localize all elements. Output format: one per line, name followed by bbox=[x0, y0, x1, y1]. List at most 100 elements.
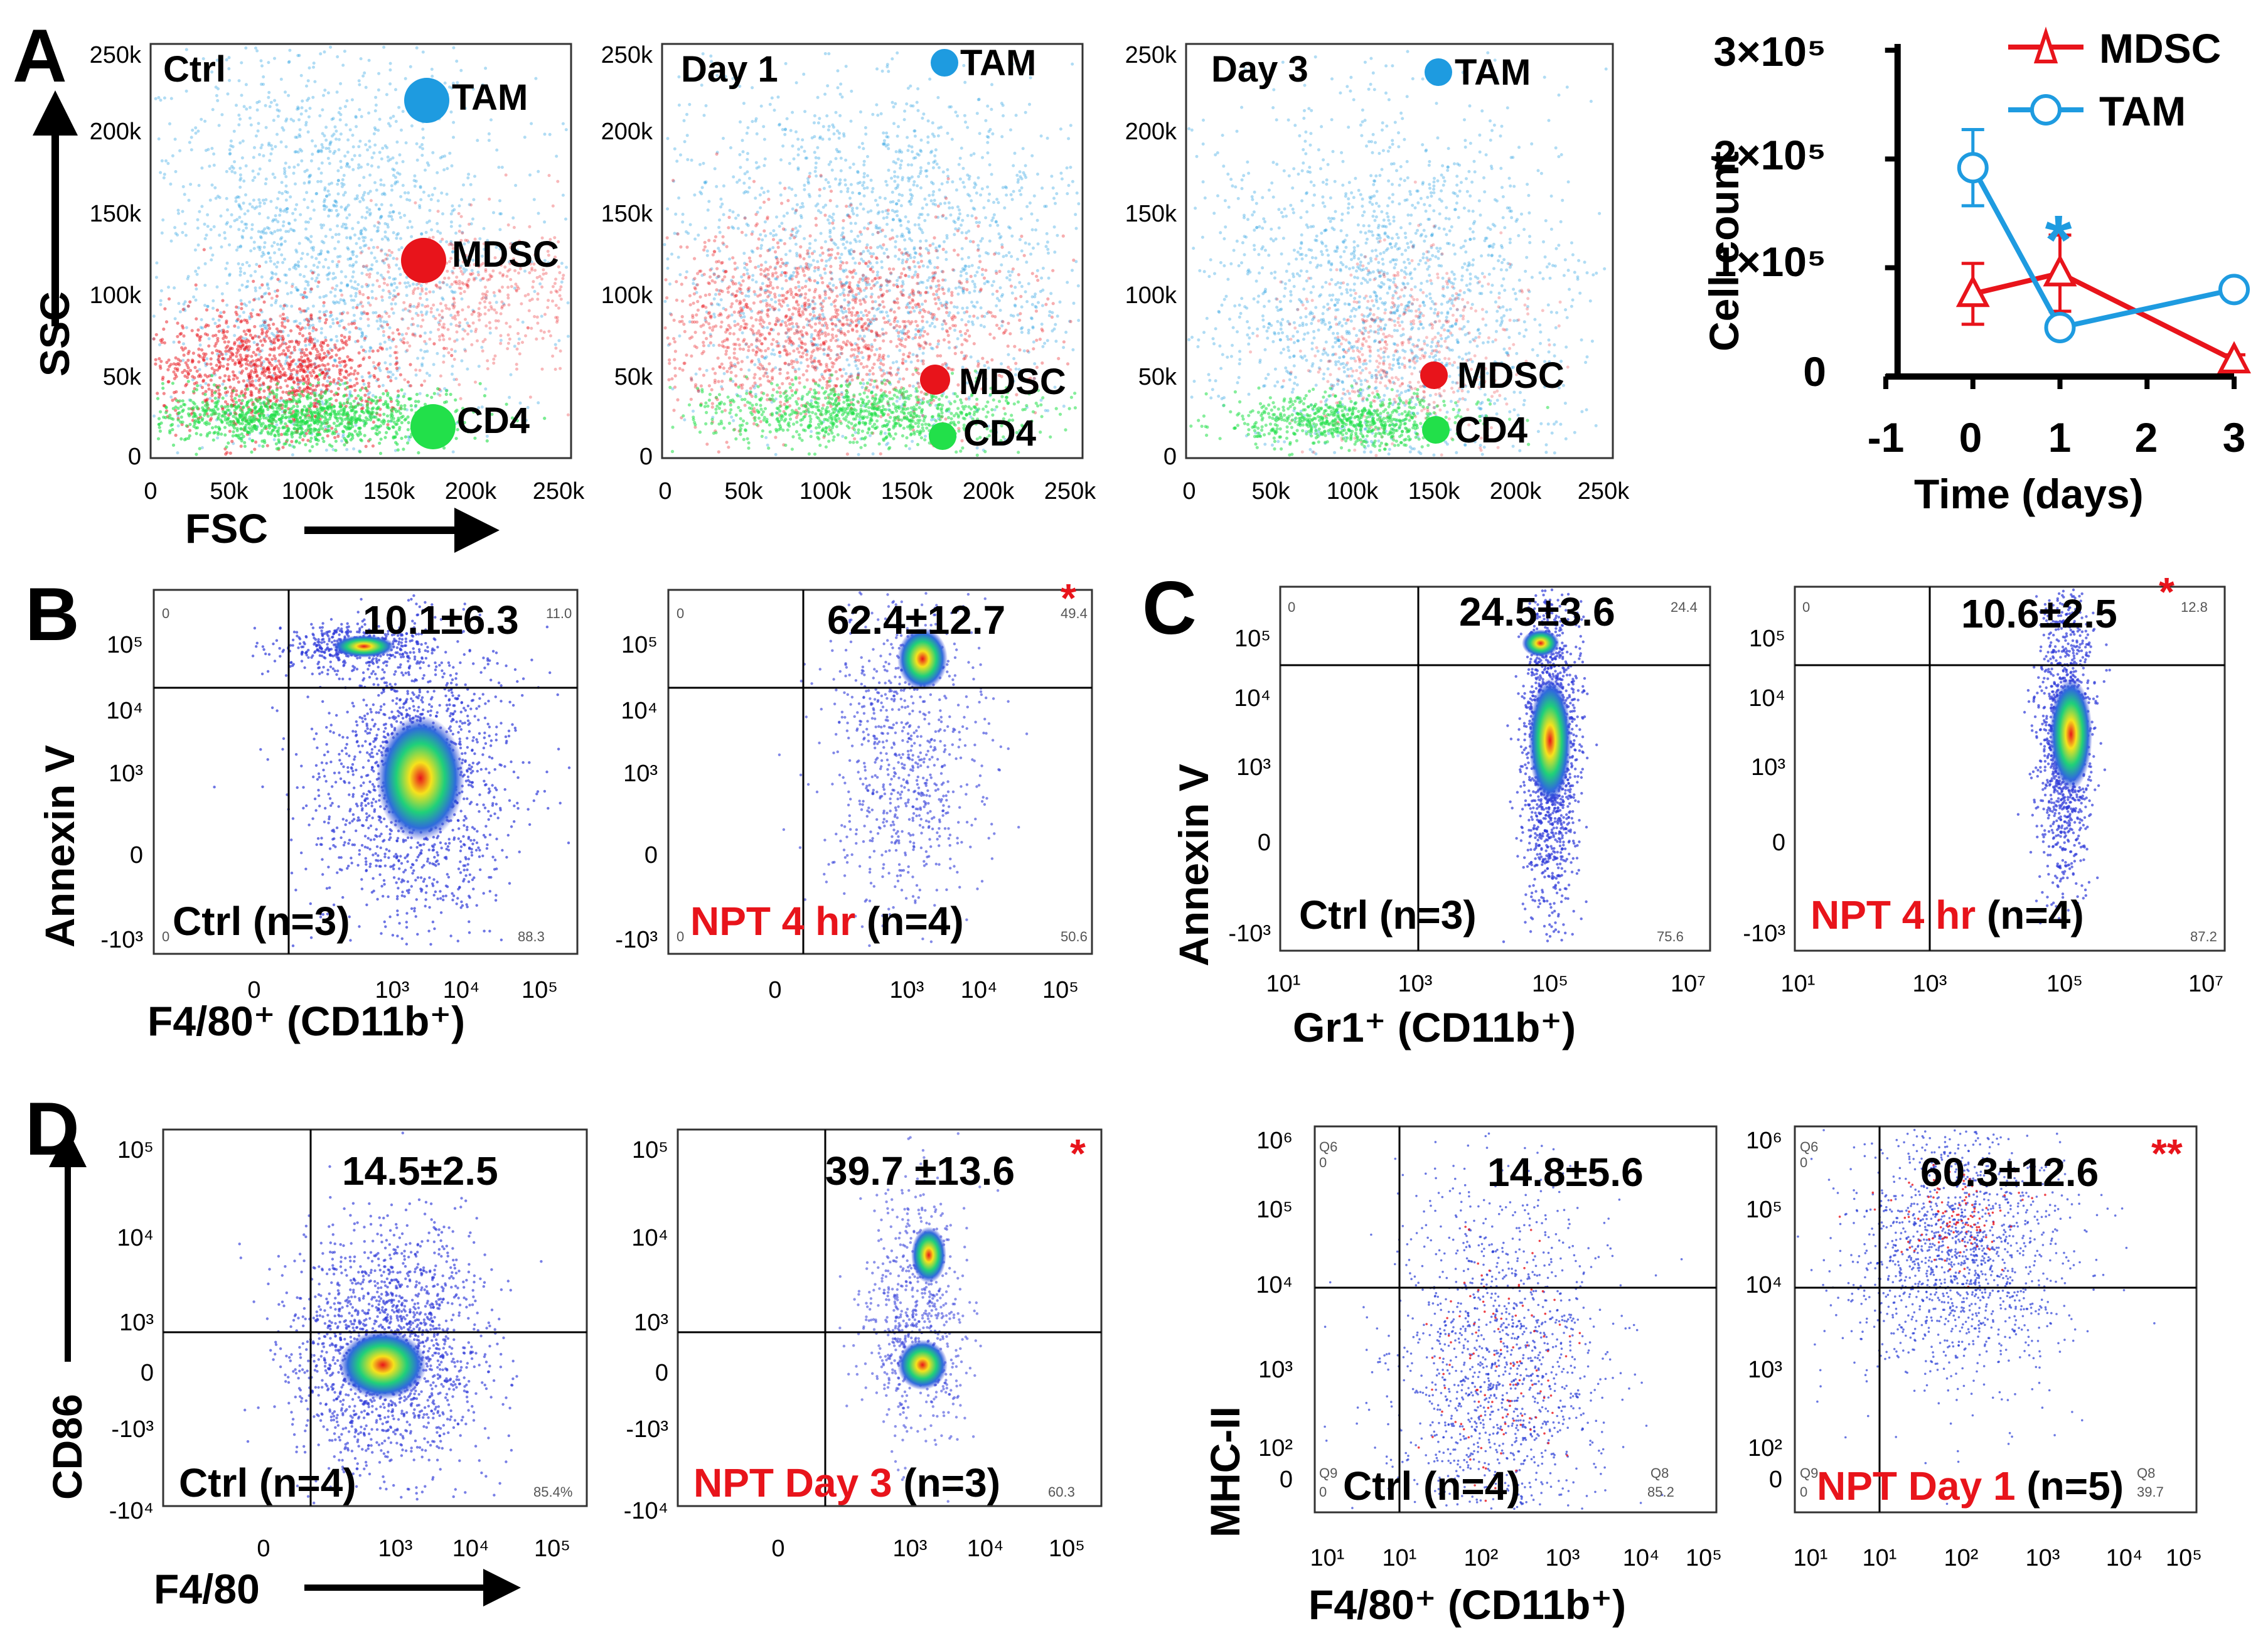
event-dot bbox=[488, 301, 491, 304]
event-dot bbox=[195, 299, 198, 302]
event-dot bbox=[299, 293, 302, 296]
event-dot bbox=[228, 167, 232, 170]
event-dot bbox=[500, 307, 503, 310]
event-dot bbox=[392, 231, 395, 234]
event-dot bbox=[158, 137, 161, 141]
event-dot bbox=[233, 160, 236, 163]
event-dot bbox=[291, 453, 294, 456]
event-dot bbox=[250, 237, 253, 240]
event-dot bbox=[283, 169, 286, 173]
event-dot bbox=[280, 254, 283, 257]
event-dot bbox=[409, 303, 412, 306]
event-dot bbox=[421, 127, 424, 131]
event-dot bbox=[340, 270, 343, 274]
event-dot bbox=[510, 285, 513, 288]
event-dot bbox=[460, 215, 463, 218]
event-dot bbox=[245, 304, 248, 307]
event-dot bbox=[481, 350, 484, 353]
event-dot bbox=[384, 230, 387, 233]
event-dot bbox=[365, 86, 368, 89]
event-dot bbox=[393, 277, 397, 281]
event-dot bbox=[340, 439, 343, 442]
event-dot bbox=[412, 292, 415, 295]
event-dot bbox=[336, 265, 339, 268]
event-dot bbox=[292, 166, 296, 169]
event-dot bbox=[380, 183, 383, 186]
event-dot bbox=[370, 199, 373, 202]
event-dot bbox=[336, 183, 339, 186]
event-dot bbox=[205, 149, 208, 152]
event-dot bbox=[402, 337, 405, 340]
event-dot bbox=[451, 316, 454, 319]
event-dot bbox=[460, 360, 463, 363]
event-dot bbox=[242, 139, 245, 142]
event-dot bbox=[267, 91, 270, 94]
event-dot bbox=[498, 289, 501, 292]
event-dot bbox=[297, 265, 300, 268]
event-dot bbox=[358, 184, 361, 187]
event-dot bbox=[272, 173, 275, 176]
event-dot bbox=[331, 260, 334, 263]
event-dot bbox=[393, 169, 396, 172]
event-dot bbox=[325, 310, 328, 313]
event-dot bbox=[292, 229, 295, 232]
event-dot bbox=[352, 372, 355, 375]
event-dot bbox=[253, 241, 256, 244]
event-dot bbox=[392, 373, 395, 377]
event-dot bbox=[377, 221, 380, 224]
event-dot bbox=[375, 203, 378, 206]
event-dot bbox=[529, 395, 532, 398]
event-dot bbox=[388, 296, 391, 299]
event-dot bbox=[200, 118, 203, 121]
event-dot bbox=[275, 104, 279, 107]
event-dot bbox=[392, 115, 395, 118]
event-dot bbox=[420, 154, 424, 157]
event-dot bbox=[304, 265, 308, 268]
event-dot bbox=[507, 333, 510, 336]
event-dot bbox=[332, 152, 335, 155]
event-dot bbox=[380, 249, 383, 252]
event-dot bbox=[343, 174, 346, 177]
event-dot bbox=[267, 252, 270, 255]
event-dot bbox=[555, 304, 558, 307]
event-dot bbox=[321, 109, 324, 112]
event-dot bbox=[255, 50, 259, 53]
event-dot bbox=[420, 311, 423, 314]
event-dot bbox=[500, 313, 503, 316]
event-dot bbox=[329, 46, 332, 49]
event-dot bbox=[275, 206, 278, 210]
event-dot bbox=[320, 171, 323, 174]
event-dot bbox=[415, 306, 419, 309]
event-dot bbox=[174, 317, 177, 320]
event-dot bbox=[258, 153, 261, 156]
event-dot bbox=[216, 436, 219, 439]
event-dot bbox=[549, 334, 552, 338]
event-dot bbox=[515, 363, 518, 366]
event-dot bbox=[450, 212, 453, 215]
event-dot bbox=[414, 201, 417, 205]
event-dot bbox=[517, 287, 520, 290]
event-dot bbox=[219, 311, 222, 314]
event-dot bbox=[355, 424, 358, 427]
event-dot bbox=[255, 263, 258, 266]
event-dot bbox=[445, 307, 448, 310]
event-dot bbox=[377, 226, 380, 229]
event-dot bbox=[257, 230, 260, 233]
event-dot bbox=[316, 265, 319, 269]
event-dot bbox=[274, 272, 277, 275]
event-dot bbox=[561, 277, 564, 280]
event-dot bbox=[499, 342, 502, 345]
event-dot bbox=[226, 262, 229, 265]
event-dot bbox=[262, 83, 265, 86]
event-dot bbox=[354, 295, 357, 298]
event-dot bbox=[336, 321, 339, 324]
event-dot bbox=[401, 333, 404, 336]
event-dot bbox=[303, 181, 306, 184]
event-dot bbox=[389, 346, 392, 350]
event-dot bbox=[442, 361, 445, 364]
event-dot bbox=[316, 285, 319, 288]
event-dot bbox=[505, 322, 508, 325]
event-dot bbox=[235, 249, 238, 252]
event-dot bbox=[420, 314, 424, 317]
event-dot bbox=[196, 273, 199, 276]
